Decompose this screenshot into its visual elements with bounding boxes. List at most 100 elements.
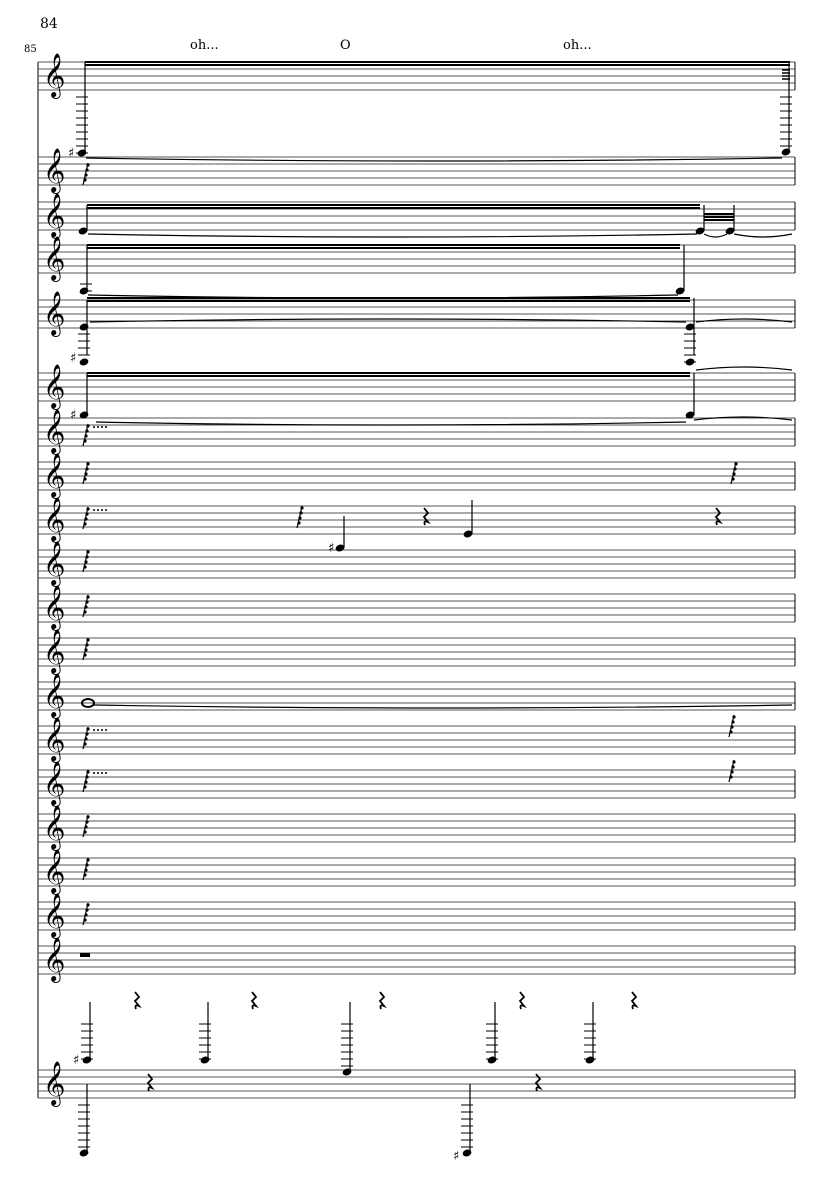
treble-clef-icon: 𝄞	[43, 541, 65, 587]
quarter-rest-icon	[534, 1073, 543, 1092]
tie	[95, 421, 687, 426]
notehead	[79, 287, 89, 295]
rest-flag	[84, 780, 88, 784]
treble-clef-icon: 𝄞	[43, 1061, 65, 1107]
notehead	[79, 411, 89, 419]
treble-clef-icon: 𝄞	[43, 291, 65, 337]
dot	[105, 509, 107, 511]
rest-flag	[85, 643, 89, 647]
notehead	[335, 544, 345, 552]
rest-flag	[86, 770, 90, 774]
treble-clef-icon: 𝄞	[43, 53, 65, 99]
rest-flag	[734, 462, 738, 466]
rest-flag	[729, 775, 733, 779]
rest-flag	[83, 610, 87, 614]
rest-flag	[730, 725, 734, 729]
whole-rest-icon	[80, 953, 90, 957]
rest-flag	[84, 737, 88, 741]
rest-flag	[84, 825, 88, 829]
dot	[105, 729, 107, 731]
quarter-rest-icon	[630, 991, 639, 1010]
tie	[87, 233, 698, 238]
rest-flag	[731, 720, 735, 724]
sharp-icon: ♯	[68, 146, 74, 161]
tie	[695, 366, 793, 371]
rest-flag	[84, 517, 88, 521]
notehead	[462, 1149, 472, 1157]
rest-flag	[299, 511, 303, 515]
dot	[93, 729, 95, 731]
notehead	[79, 323, 89, 331]
rest-flag	[86, 638, 90, 642]
treble-clef-icon: 𝄞	[43, 937, 65, 983]
rest-flag	[85, 600, 89, 604]
rest-flag	[83, 439, 87, 443]
rest-flag	[85, 732, 89, 736]
notehead	[82, 1056, 92, 1064]
dot	[101, 509, 103, 511]
rest-flag	[733, 467, 737, 471]
notehead	[695, 227, 705, 235]
sharp-icon: ♯	[328, 541, 334, 556]
measure-number: 85	[24, 44, 37, 55]
rest-flag	[85, 512, 89, 516]
rest-flag	[729, 730, 733, 734]
tie	[693, 416, 793, 421]
dot	[97, 426, 99, 428]
treble-clef-icon: 𝄞	[43, 673, 65, 719]
treble-clef-icon: 𝄞	[43, 893, 65, 939]
rest-flag	[86, 424, 90, 428]
rest-flag	[86, 163, 90, 167]
rest-flag	[85, 820, 89, 824]
rest-flag	[86, 595, 90, 599]
rest-flag	[83, 785, 87, 789]
rest-flag	[732, 472, 736, 476]
quarter-rest-icon	[133, 991, 142, 1010]
rest-flag	[731, 477, 735, 481]
rest-flag	[85, 908, 89, 912]
rest-flag	[84, 648, 88, 652]
notehead	[342, 1068, 352, 1076]
rest-flag	[730, 770, 734, 774]
notehead	[675, 287, 685, 295]
rest-flag	[84, 472, 88, 476]
rest-flag	[84, 868, 88, 872]
treble-clef-icon: 𝄞	[43, 761, 65, 807]
sharp-icon: ♯	[73, 1053, 79, 1068]
notehead	[685, 323, 695, 331]
treble-clef-icon: 𝄞	[43, 629, 65, 675]
treble-clef-icon: 𝄞	[43, 193, 65, 239]
tie	[695, 318, 793, 323]
rest-flag	[84, 913, 88, 917]
sharp-icon: ♯	[70, 351, 76, 366]
lyric: O	[340, 38, 351, 53]
dot	[93, 772, 95, 774]
treble-clef-icon: 𝄞	[43, 717, 65, 763]
rest-flag	[297, 521, 301, 525]
dot	[93, 426, 95, 428]
notehead	[725, 227, 735, 235]
rest-flag	[85, 555, 89, 559]
tie	[85, 157, 783, 162]
rest-flag	[86, 903, 90, 907]
treble-clef-icon: 𝄞	[43, 849, 65, 895]
rest-flag	[83, 742, 87, 746]
treble-clef-icon: 𝄞	[43, 236, 65, 282]
tie	[89, 318, 687, 323]
dot	[97, 729, 99, 731]
rest-flag	[84, 605, 88, 609]
rest-flag	[86, 462, 90, 466]
notehead	[79, 1149, 89, 1157]
notehead	[685, 411, 695, 419]
sharp-icon: ♯	[70, 408, 76, 423]
dot	[101, 729, 103, 731]
notehead	[685, 358, 695, 366]
tie	[703, 233, 728, 238]
rest-flag	[86, 815, 90, 819]
notehead	[78, 227, 88, 235]
dot	[101, 772, 103, 774]
rest-flag	[84, 560, 88, 564]
treble-clef-icon: 𝄞	[43, 453, 65, 499]
rest-flag	[86, 550, 90, 554]
